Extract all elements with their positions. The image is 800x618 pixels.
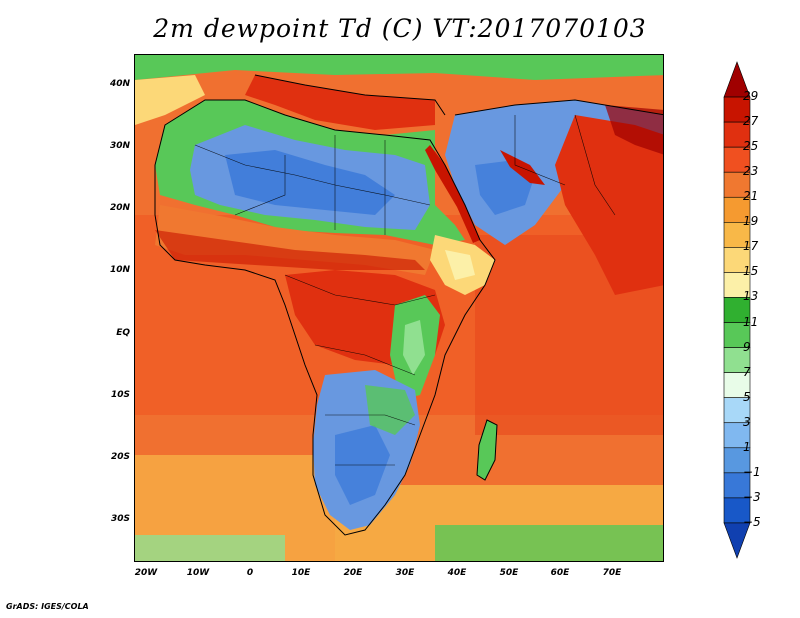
red-sea [425,145,480,243]
colorbar-swatch [723,196,751,223]
colorbar-swatch [723,322,751,348]
colorbar-tick-label: 13 [743,289,759,304]
lat-label: 30S [110,514,130,524]
colorbar-tick-label: 29 [743,89,759,104]
lon-label: 30E [395,568,415,578]
colorbar-swatch [723,522,751,559]
colorbar-tick-label: 25 [743,139,759,154]
lat-label: 40N [109,79,130,89]
colorbar-tick-label: 21 [743,189,759,204]
lat-label: 30N [109,141,130,151]
lon-label: 10E [291,568,311,578]
lat-label: 10N [109,265,130,275]
lon-label: 60E [550,568,570,578]
colorbar-swatch [723,146,751,173]
colorbar-swatch [723,247,751,273]
lon-label: 70E [602,568,622,578]
lon-label: 50E [499,568,519,578]
map-plot-area [134,54,664,562]
colorbar-swatch [723,171,751,198]
map-title: 2m dewpoint Td (C) VT:2017070103 [153,14,647,43]
lon-label: 20E [343,568,363,578]
colorbar-swatch [723,222,751,248]
colorbar-tick-label: 9 [743,339,751,354]
coastlines [154,74,663,536]
lat-label: 20S [110,452,130,462]
colorbar-swatch [723,372,751,398]
lon-label: 20W [134,568,158,578]
colorbar-tick-label: 27 [743,114,759,129]
colorbar-tick-label: −5 [743,514,761,529]
colorbar-swatch [723,121,751,148]
colorbar-swatch [723,272,751,298]
colorbar-swatch [723,297,751,323]
lat-label: EQ [116,328,130,338]
india-region [555,115,663,295]
colorbar-tick-label: 15 [743,264,759,279]
lat-label: 10S [110,390,130,400]
colorbar-tick-label: 17 [743,239,759,254]
lat-label: 20N [109,203,130,213]
credit-text: GrADS: IGES/COLA [6,602,89,611]
lon-label: 40E [447,568,467,578]
colorbar-tick-label: 23 [743,164,759,179]
colorbar-swatch [723,422,751,449]
lon-label: 0 [246,568,254,578]
colorbar-tick-label: 11 [743,314,759,329]
mediterranean-sea [245,75,435,130]
colorbar-swatch [723,96,751,123]
dewpoint-field-map [135,55,663,561]
colorbar-tick-label: 3 [743,414,751,429]
colorbar [723,61,751,559]
colorbar-tick-label: −1 [743,464,761,479]
colorbar-tick-label: 5 [743,389,751,404]
lon-label: 10W [186,568,210,578]
country-borders [194,114,616,466]
colorbar-tick-label: 7 [743,364,751,379]
colorbar-tick-label: 19 [743,214,759,229]
colorbar-tick-label: −3 [743,489,761,504]
colorbar-tick-label: 1 [743,439,751,454]
